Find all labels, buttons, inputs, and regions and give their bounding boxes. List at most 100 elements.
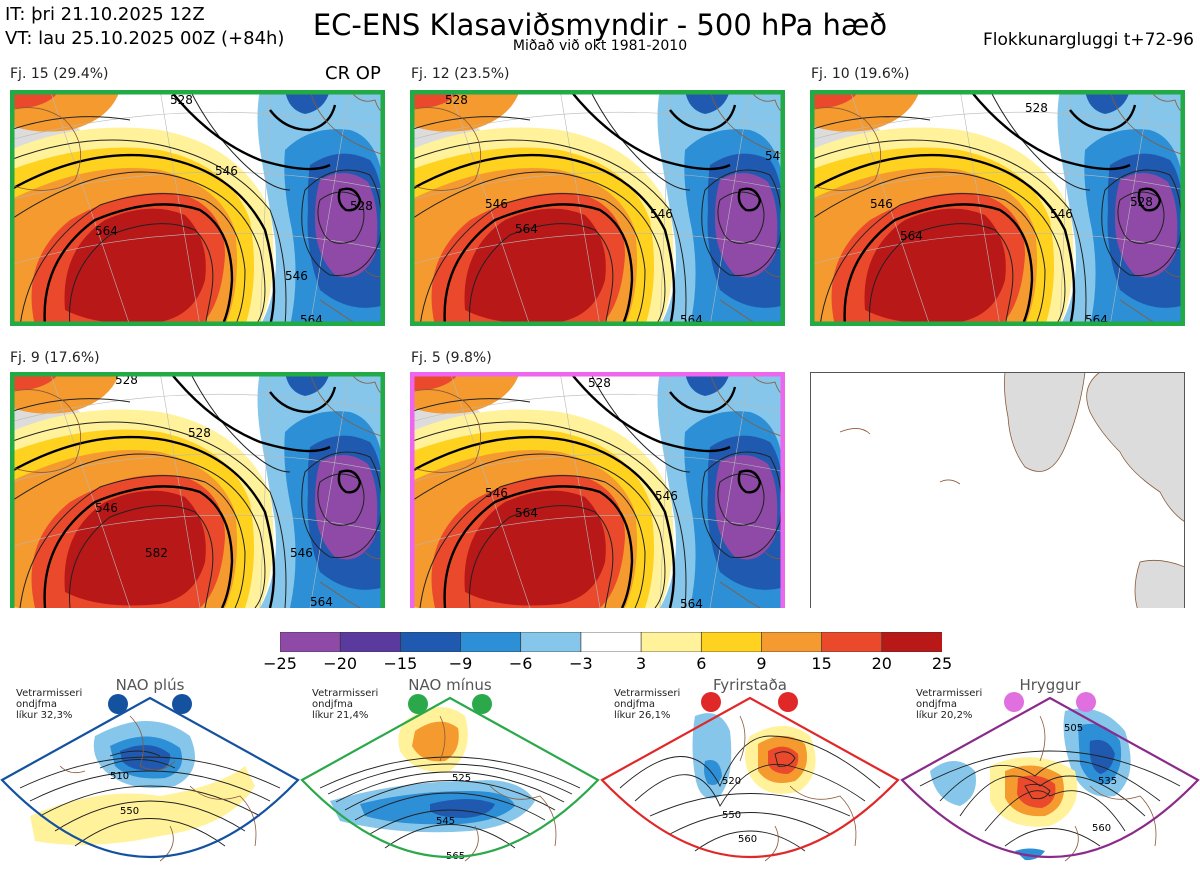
regime-frame (600, 696, 900, 859)
regime-nao-minus: 525 545 565 NAO mínus Vetrarmisseri ondjf… (300, 676, 600, 871)
regime-ridge: 505 535 560 Hryggur Vetrarmisseri ondjfma… (900, 676, 1200, 871)
colorbar-tick: 25 (931, 654, 953, 673)
colorbar-tick: 3 (636, 654, 647, 673)
contour-label: 564 (900, 229, 923, 243)
cluster-label: Fj. 5 (9.8%) (411, 350, 492, 366)
empty-map (810, 372, 1185, 608)
regime-contour: 560 (738, 834, 757, 845)
regime-dot (1076, 692, 1096, 712)
regime-info: Vetrarmisseri ondjfma líkur 21,4% (312, 688, 379, 721)
cluster-label: Fj. 15 (29.4%) (10, 66, 109, 82)
regime-contour: 550 (120, 806, 139, 817)
contour-label: 564 (310, 595, 333, 608)
colorbar-tick: 6 (696, 654, 707, 673)
regime-contour: 520 (722, 776, 741, 787)
contour-label: 528 (588, 376, 611, 390)
colorbar-swatch (700, 631, 763, 653)
cluster-frame (410, 90, 785, 326)
colorbar-swatch (640, 631, 703, 653)
valid-time: VT: lau 25.10.2025 00Z (+84h) (5, 28, 285, 49)
contour-label: 546 (285, 269, 308, 283)
regime-dot (1004, 692, 1024, 712)
contour-label: 528 (1025, 101, 1048, 115)
colorbar-tick: −20 (323, 654, 358, 673)
regime-title: Fyrirstaða (713, 676, 787, 694)
contour-label: 546 (1050, 207, 1073, 221)
contour-label: 546 (485, 197, 508, 211)
cluster-map-4: 528 528 546 582 546 564 (10, 372, 385, 608)
cluster-map-5: 528 546 564 546 564 (410, 372, 785, 608)
contour-label: 546 (650, 207, 673, 221)
colorbar-swatch (279, 631, 342, 653)
contour-label: 564 (515, 506, 538, 520)
regime-title: Hryggur (1019, 676, 1081, 694)
regime-dot (108, 694, 128, 714)
contour-label: 546 (485, 486, 508, 500)
contour-label: 546 (290, 546, 313, 560)
colorbar-tick: −6 (508, 654, 533, 673)
contour-label: 546 (870, 197, 893, 211)
colorbar-tick: 15 (811, 654, 832, 673)
regime-frame (300, 696, 600, 859)
regime-contour: 550 (722, 810, 741, 821)
page-subtitle: Miðað við okt 1981-2010 (512, 38, 688, 54)
regime-info: Vetrarmisseri ondjfma líkur 20,2% (916, 688, 983, 721)
colorbar (279, 631, 943, 653)
regime-title: NAO plús (115, 676, 185, 694)
contour-label: 528 (350, 199, 373, 213)
colorbar-tick: −3 (569, 654, 593, 673)
regime-info: Vetrarmisseri ondjfma líkur 26,1% (614, 688, 681, 721)
regime-dot (701, 692, 721, 712)
colorbar-swatch (881, 631, 943, 653)
contour-label: 528 (188, 426, 211, 440)
contour-label: 564 (680, 597, 703, 608)
regime-contour: 510 (110, 771, 129, 782)
regime-info: Vetrarmisseri ondjfma líkur 32,3% (16, 688, 83, 721)
cluster-frame (10, 90, 385, 326)
cluster-frame (810, 90, 1185, 326)
regime-blocking: 520 550 560 Fyrirstaða Vetrarmisseri ondj… (600, 676, 900, 871)
colorbar-tick: 9 (756, 654, 767, 673)
cluster-map-2: 528 546 564 546 54 564 (410, 90, 785, 326)
issue-time: IT: þri 21.10.2025 12Z (5, 4, 205, 25)
contour-label: 528 (445, 93, 468, 107)
regime-dot (172, 694, 192, 714)
colorbar-swatch (400, 631, 462, 653)
regime-nao-plus: 510 550 NAO plús Vetrarmisseri ondjfma lík… (0, 676, 300, 871)
contour-label: 582 (145, 546, 168, 560)
colorbar-ticks: −25 −20 −15 −9 −6 −3 3 6 9 15 20 25 (263, 654, 952, 674)
classification-window: Flokkunargluggi t+72-96 (982, 30, 1194, 50)
regime-contour: 545 (436, 816, 455, 827)
cluster-frame (410, 372, 785, 608)
regime-contour: 560 (1092, 823, 1111, 834)
colorbar-tick: −25 (263, 654, 297, 673)
regime-frame (900, 696, 1200, 859)
regime-frame (0, 696, 300, 859)
page-title: EC-ENS Klasaviðsmyndir - 500 hPa hæð (312, 8, 888, 42)
regime-title: NAO mínus (408, 676, 492, 694)
contour-label: 54 (765, 149, 780, 163)
colorbar-swatch (821, 631, 883, 653)
colorbar-tick: −15 (383, 654, 418, 673)
cluster-frame (10, 372, 385, 608)
regime-dot (472, 694, 492, 714)
regime-contour: 535 (1098, 776, 1117, 787)
regime-dot (408, 694, 428, 714)
colorbar-tick: 20 (871, 654, 892, 673)
contour-label: 546 (655, 489, 678, 503)
contour-label: 564 (95, 224, 118, 238)
colorbar-swatch (339, 631, 402, 653)
regime-dot (778, 692, 798, 712)
colorbar-swatch (761, 631, 823, 653)
contour-label: 528 (1130, 195, 1153, 209)
contour-label: 528 (170, 93, 193, 107)
regime-contour: 505 (1064, 723, 1083, 734)
cluster-label: Fj. 9 (17.6%) (10, 350, 100, 366)
contour-label: 546 (95, 501, 118, 515)
colorbar-tick: −9 (448, 654, 473, 673)
colorbar-swatch (460, 631, 522, 653)
cluster-label: Fj. 10 (19.6%) (811, 66, 910, 82)
cluster-map-1: 528 546 564 546 528 564 (10, 90, 385, 326)
colorbar-swatch (580, 631, 642, 653)
regime-contour: 525 (452, 773, 471, 784)
